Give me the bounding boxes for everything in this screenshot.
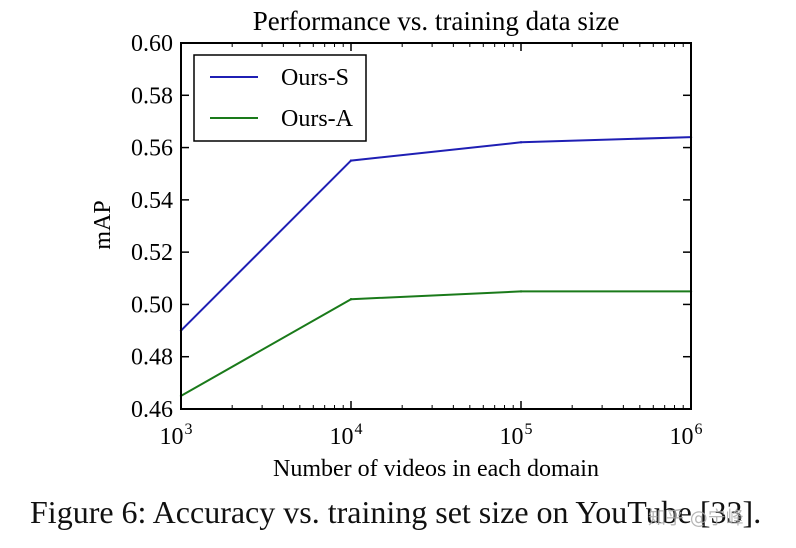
y-tick-label: 0.58 <box>131 83 173 109</box>
y-tick-label: 0.50 <box>131 292 173 318</box>
plot-frame <box>180 42 692 410</box>
x-tick-label: 106 <box>670 421 703 450</box>
chart-title: Performance vs. training data size <box>253 6 620 36</box>
watermark: 知乎 @宁峰 <box>648 508 744 529</box>
x-tick-label: 103 <box>160 421 193 450</box>
y-tick-label: 0.56 <box>131 136 173 162</box>
y-tick-label: 0.60 <box>131 31 173 57</box>
series-layer <box>179 135 693 398</box>
y-tick-label: 0.48 <box>131 345 173 371</box>
data-point-ours-s-2 <box>519 141 523 144</box>
figure-caption: Figure 6: Accuracy vs. training set size… <box>30 494 762 530</box>
x-axis-label: Number of videos in each domain <box>273 456 599 482</box>
legend: Ours-S Ours-A <box>193 54 367 142</box>
y-axis-label: mAP <box>90 200 116 249</box>
legend-label-ours-s: Ours-S <box>281 65 349 91</box>
x-tick-label: 105 <box>500 421 533 450</box>
y-tick-label: 0.54 <box>131 188 173 214</box>
data-point-ours-a-1 <box>349 298 353 301</box>
legend-box <box>193 54 367 142</box>
y-ticks: 0.46 0.48 0.50 0.52 0.54 0.56 0.58 0.60 <box>131 31 691 423</box>
data-point-ours-a-2 <box>519 290 523 293</box>
series-line-ours-a <box>180 290 691 397</box>
legend-label-ours-a: Ours-A <box>281 106 354 132</box>
series-line-ours-s <box>180 136 692 332</box>
chart: Performance vs. training data size mAP N… <box>90 6 703 482</box>
data-point-ours-s-1 <box>349 159 353 162</box>
x-ticks: 103 104 105 106 <box>160 43 703 450</box>
x-tick-label: 104 <box>330 421 363 450</box>
y-tick-label: 0.46 <box>131 397 173 423</box>
y-tick-label: 0.52 <box>131 240 173 266</box>
